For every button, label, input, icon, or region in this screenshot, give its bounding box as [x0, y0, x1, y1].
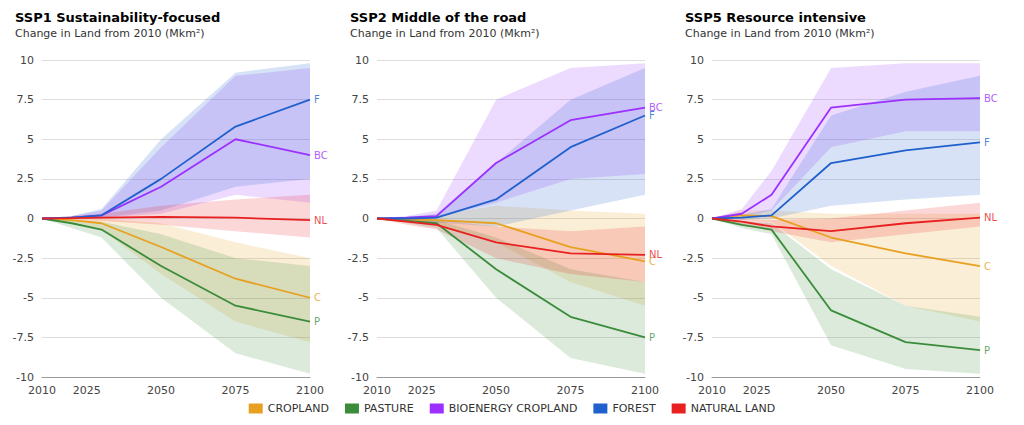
svg-text:10: 10	[355, 54, 369, 67]
svg-text:0: 0	[697, 212, 704, 225]
svg-text:BC: BC	[649, 102, 663, 114]
svg-text:Change in Land from 2010 (Mkm²: Change in Land from 2010 (Mkm²)	[15, 27, 205, 40]
svg-text:-7.5: -7.5	[348, 331, 369, 344]
svg-text:FOREST: FOREST	[612, 402, 656, 415]
svg-text:NL: NL	[984, 212, 997, 223]
svg-text:NL: NL	[314, 215, 327, 226]
svg-text:5: 5	[697, 133, 704, 146]
svg-text:10: 10	[20, 54, 34, 67]
svg-text:2075: 2075	[557, 384, 585, 397]
svg-text:BC: BC	[314, 150, 328, 161]
svg-text:2.5: 2.5	[17, 172, 35, 185]
svg-text:F: F	[314, 94, 320, 105]
svg-text:7.5: 7.5	[687, 93, 705, 106]
svg-text:0: 0	[362, 212, 369, 225]
svg-text:-2.5: -2.5	[683, 252, 704, 265]
svg-text:2025: 2025	[73, 384, 101, 397]
svg-text:2100: 2100	[296, 384, 324, 397]
svg-text:-7.5: -7.5	[13, 331, 34, 344]
svg-text:-7.5: -7.5	[683, 331, 704, 344]
svg-text:-10: -10	[16, 371, 34, 384]
svg-text:-10: -10	[686, 371, 704, 384]
svg-text:-5: -5	[358, 291, 369, 304]
svg-text:Change in Land from 2010 (Mkm²: Change in Land from 2010 (Mkm²)	[350, 27, 540, 40]
svg-text:2075: 2075	[892, 384, 920, 397]
svg-text:SSP1 Sustainability-focused: SSP1 Sustainability-focused	[15, 10, 220, 25]
svg-text:2010: 2010	[363, 384, 391, 397]
svg-text:C: C	[984, 261, 991, 272]
svg-text:P: P	[314, 316, 320, 327]
svg-text:-10: -10	[351, 371, 369, 384]
svg-text:2100: 2100	[966, 384, 994, 397]
svg-text:P: P	[649, 332, 655, 343]
svg-text:-2.5: -2.5	[13, 252, 34, 265]
svg-text:SSP5 Resource intensive: SSP5 Resource intensive	[685, 10, 866, 25]
svg-text:F: F	[984, 137, 990, 148]
svg-text:P: P	[984, 345, 990, 356]
svg-text:BIOENERGY CROPLAND: BIOENERGY CROPLAND	[449, 402, 578, 415]
svg-text:2025: 2025	[408, 384, 436, 397]
svg-text:7.5: 7.5	[17, 93, 35, 106]
svg-text:-2.5: -2.5	[348, 252, 369, 265]
svg-text:2050: 2050	[482, 384, 510, 397]
svg-text:0: 0	[27, 212, 34, 225]
svg-text:2025: 2025	[743, 384, 771, 397]
svg-text:C: C	[314, 292, 321, 303]
svg-text:10: 10	[690, 54, 704, 67]
svg-text:2.5: 2.5	[687, 172, 705, 185]
svg-text:-5: -5	[23, 291, 34, 304]
svg-text:-5: -5	[693, 291, 704, 304]
svg-text:7.5: 7.5	[352, 93, 370, 106]
svg-text:NATURAL LAND: NATURAL LAND	[691, 402, 776, 415]
svg-text:F: F	[649, 110, 655, 121]
svg-text:C: C	[649, 255, 656, 267]
svg-text:2010: 2010	[698, 384, 726, 397]
svg-text:2075: 2075	[222, 384, 250, 397]
svg-text:PASTURE: PASTURE	[364, 402, 414, 415]
svg-text:CROPLAND: CROPLAND	[268, 402, 329, 415]
svg-text:5: 5	[362, 133, 369, 146]
svg-text:2.5: 2.5	[352, 172, 370, 185]
svg-text:Change in Land from 2010 (Mkm²: Change in Land from 2010 (Mkm²)	[685, 27, 875, 40]
svg-text:2050: 2050	[147, 384, 175, 397]
svg-text:2010: 2010	[28, 384, 56, 397]
svg-text:BC: BC	[984, 93, 998, 104]
svg-text:2100: 2100	[631, 384, 659, 397]
svg-text:2050: 2050	[817, 384, 845, 397]
svg-text:SSP2 Middle of the road: SSP2 Middle of the road	[350, 10, 526, 25]
svg-text:NL: NL	[649, 249, 662, 260]
svg-text:5: 5	[27, 133, 34, 146]
